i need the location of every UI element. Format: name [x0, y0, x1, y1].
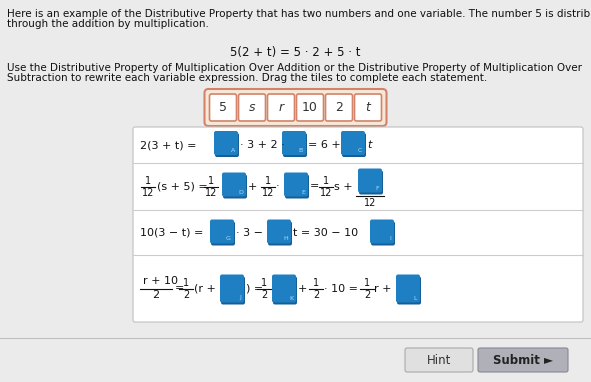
FancyBboxPatch shape	[342, 133, 366, 157]
Text: Hint: Hint	[427, 353, 451, 366]
Text: =: =	[175, 283, 184, 293]
Text: r +: r +	[374, 283, 391, 293]
Text: 12: 12	[262, 188, 274, 197]
Text: 1: 1	[261, 277, 267, 288]
Text: 2: 2	[152, 290, 160, 299]
FancyBboxPatch shape	[204, 89, 387, 126]
Text: Use the Distributive Property of Multiplication Over Addition or the Distributiv: Use the Distributive Property of Multipl…	[7, 63, 582, 73]
FancyBboxPatch shape	[297, 94, 323, 121]
Text: = 6 +: = 6 +	[308, 140, 341, 150]
FancyBboxPatch shape	[133, 127, 583, 322]
FancyBboxPatch shape	[326, 94, 352, 121]
FancyBboxPatch shape	[272, 275, 296, 303]
Text: 1: 1	[145, 175, 151, 186]
Text: H: H	[283, 236, 288, 241]
Text: D: D	[238, 189, 243, 194]
FancyBboxPatch shape	[221, 277, 245, 304]
FancyBboxPatch shape	[215, 133, 239, 157]
Text: 2: 2	[335, 101, 343, 114]
Text: C: C	[358, 148, 362, 153]
Text: 10: 10	[302, 101, 318, 114]
Text: · 10 =: · 10 =	[324, 283, 358, 293]
Text: K: K	[289, 296, 293, 301]
Text: 1: 1	[265, 175, 271, 186]
Text: G: G	[226, 236, 231, 241]
Text: 1: 1	[323, 175, 329, 186]
FancyBboxPatch shape	[273, 277, 297, 304]
FancyBboxPatch shape	[282, 131, 306, 155]
FancyBboxPatch shape	[355, 94, 382, 121]
Text: L: L	[414, 296, 417, 301]
Text: 2: 2	[313, 290, 319, 299]
Text: t: t	[366, 101, 371, 114]
Text: J: J	[239, 296, 241, 301]
FancyBboxPatch shape	[239, 94, 265, 121]
Text: 1: 1	[364, 277, 370, 288]
Text: F: F	[375, 186, 379, 191]
Text: 12: 12	[364, 197, 376, 207]
Text: r + 10: r + 10	[143, 277, 178, 286]
Text: Here is an example of the Distributive Property that has two numbers and one var: Here is an example of the Distributive P…	[7, 9, 591, 19]
Text: A: A	[230, 148, 235, 153]
Text: Submit ►: Submit ►	[493, 353, 553, 366]
FancyBboxPatch shape	[341, 131, 365, 155]
Text: =: =	[310, 181, 319, 191]
FancyBboxPatch shape	[285, 175, 309, 199]
Text: 10(3 − t) =: 10(3 − t) =	[140, 228, 203, 238]
Text: s +: s +	[334, 181, 353, 191]
FancyBboxPatch shape	[268, 222, 292, 246]
FancyBboxPatch shape	[371, 222, 395, 246]
Text: +: +	[298, 283, 307, 293]
FancyBboxPatch shape	[268, 94, 294, 121]
FancyBboxPatch shape	[405, 348, 473, 372]
Text: through the addition by multiplication.: through the addition by multiplication.	[7, 19, 209, 29]
Text: Subtraction to rewrite each variable expression. Drag the tiles to complete each: Subtraction to rewrite each variable exp…	[7, 73, 487, 83]
Text: 2: 2	[183, 290, 189, 299]
Text: 2: 2	[364, 290, 370, 299]
Text: 5: 5	[219, 101, 227, 114]
Text: I: I	[389, 236, 391, 241]
Text: r: r	[278, 101, 284, 114]
FancyBboxPatch shape	[210, 220, 234, 243]
Text: t: t	[367, 140, 371, 150]
FancyBboxPatch shape	[214, 131, 238, 155]
Text: 1: 1	[313, 277, 319, 288]
Text: ·: ·	[276, 181, 280, 191]
FancyBboxPatch shape	[397, 277, 421, 304]
FancyBboxPatch shape	[223, 175, 247, 199]
FancyBboxPatch shape	[211, 222, 235, 246]
Text: ) =: ) =	[246, 283, 263, 293]
Text: · 3 + 2 ·: · 3 + 2 ·	[240, 140, 285, 150]
Text: 1: 1	[183, 277, 189, 288]
FancyBboxPatch shape	[283, 133, 307, 157]
Text: 12: 12	[205, 188, 217, 197]
FancyBboxPatch shape	[220, 275, 244, 303]
FancyBboxPatch shape	[478, 348, 568, 372]
FancyBboxPatch shape	[396, 275, 420, 303]
Text: s: s	[249, 101, 255, 114]
Text: +: +	[248, 181, 257, 191]
Text: B: B	[298, 148, 303, 153]
Text: t = 30 − 10: t = 30 − 10	[293, 228, 358, 238]
Text: 2(3 + t) =: 2(3 + t) =	[140, 140, 196, 150]
Text: (r +: (r +	[194, 283, 216, 293]
Text: 1: 1	[208, 175, 214, 186]
Text: E: E	[301, 189, 305, 194]
Text: (s + 5) =: (s + 5) =	[157, 181, 208, 191]
Text: 2: 2	[261, 290, 267, 299]
FancyBboxPatch shape	[359, 170, 383, 194]
Text: 12: 12	[142, 188, 154, 197]
Text: · 3 −: · 3 −	[236, 228, 263, 238]
Text: 5(2 + t) = 5 · 2 + 5 · t: 5(2 + t) = 5 · 2 + 5 · t	[230, 46, 361, 59]
Text: 12: 12	[320, 188, 332, 197]
FancyBboxPatch shape	[222, 173, 246, 196]
FancyBboxPatch shape	[267, 220, 291, 243]
FancyBboxPatch shape	[209, 94, 236, 121]
FancyBboxPatch shape	[358, 168, 382, 193]
FancyBboxPatch shape	[370, 220, 394, 243]
FancyBboxPatch shape	[284, 173, 308, 196]
